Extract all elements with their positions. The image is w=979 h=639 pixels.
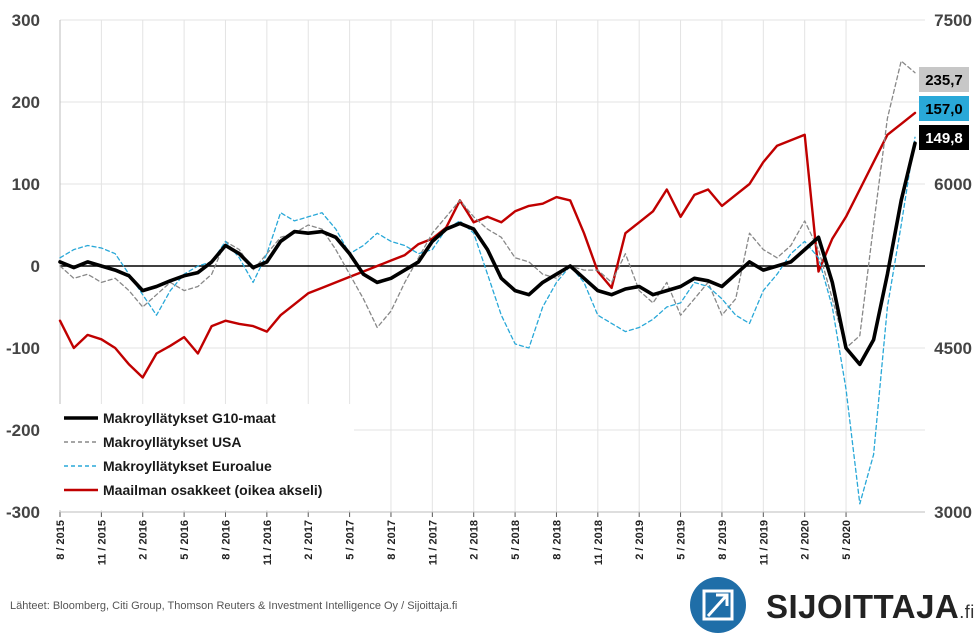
y-left-tick-label: 0 [31,257,40,276]
logo-suffix: .fi [959,602,975,622]
x-tick-label: 5 / 2020 [841,520,853,560]
y-left-tick-label: 100 [12,175,40,194]
x-tick-label: 11 / 2019 [758,520,770,565]
x-tick-label: 2 / 2018 [469,520,481,560]
x-tick-label: 5 / 2018 [510,520,522,560]
x-tick-label: 5 / 2016 [179,520,191,560]
y-left-tick-label: -300 [6,503,40,522]
series [58,60,917,505]
logo-name: SIJOITTAJA [766,588,960,625]
y-left-tick-label: -100 [6,339,40,358]
series-euroalue [59,136,916,505]
x-tick-label: 2 / 2017 [303,520,315,560]
y-right-tick-label: 3000 [934,503,972,522]
y-right-tick-label: 7500 [934,11,972,30]
x-tick-label: 11 / 2015 [96,520,108,565]
x-tick-label: 11 / 2016 [262,520,274,565]
y-right-tick-label: 6000 [934,175,972,194]
x-tick-label: 8 / 2018 [551,520,563,560]
x-tick-label: 2 / 2019 [634,520,646,560]
x-tick-label: 11 / 2018 [593,520,605,565]
legend-label: Makroyllätykset Euroalue [103,458,272,474]
y-left-tick-label: 200 [12,93,40,112]
end-value-badge [919,96,969,121]
x-tick-label: 2 / 2016 [138,520,150,560]
end-value-label: 149,8 [925,130,963,147]
legend-label: Makroyllätykset G10-maat [103,410,276,426]
x-tick-label: 5 / 2017 [345,520,357,560]
logo-text: SIJOITTAJA.fi [766,588,975,626]
y-left-tick-label: -200 [6,421,40,440]
axes: 300 200 100 0 -100 -200 -300 7500 6000 4500 3000 8 … [6,11,972,565]
source-note: Lähteet: Bloomberg, Citi Group, Thomson … [10,600,458,612]
x-tick-label: 2 / 2020 [800,520,812,560]
series-usa [59,60,916,349]
x-tick-label: 8 / 2015 [55,520,67,560]
y-right-tick-label: 4500 [934,339,972,358]
legend-box [58,404,354,510]
x-tick-label: 8 / 2019 [717,520,729,560]
end-value-label: 157,0 [925,101,963,118]
legend-label: Maailman osakkeet (oikea akseli) [103,482,322,498]
site-logo[interactable]: SIJOITTAJA.fi [686,576,974,634]
arrow-up-right-icon [690,577,746,633]
x-tick-label: 11 / 2017 [427,520,439,565]
end-value-badges: 235,7 157,0 149,8 [919,67,969,150]
series-g10 [58,141,917,367]
series-osakkeet [58,111,917,379]
y-left-tick-label: 300 [12,11,40,30]
chart: 300 200 100 0 -100 -200 -300 7500 6000 4500 3000 8 … [6,11,972,565]
legend-label: Makroyllätykset USA [103,434,242,450]
x-tick-label: 8 / 2017 [386,520,398,560]
end-value-badge [919,67,969,92]
end-value-label: 235,7 [925,72,963,89]
legend: Makroyllätykset G10-maat Makroyllätykset … [58,404,354,510]
x-tick-label: 8 / 2016 [220,520,232,560]
x-tick-label: 5 / 2019 [676,520,688,560]
end-value-badge [919,125,969,150]
